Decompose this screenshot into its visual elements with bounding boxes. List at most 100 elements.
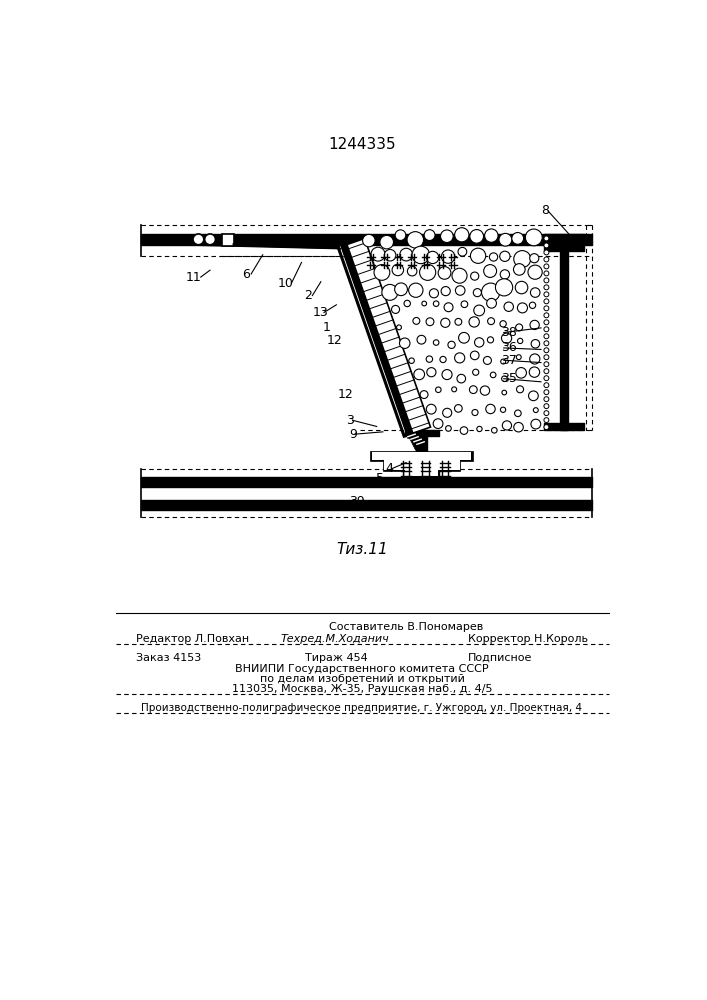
Circle shape: [517, 386, 524, 393]
Circle shape: [474, 338, 484, 347]
Polygon shape: [408, 432, 423, 450]
Circle shape: [530, 254, 539, 263]
Circle shape: [544, 278, 549, 283]
Circle shape: [501, 359, 506, 364]
Circle shape: [470, 351, 479, 360]
Circle shape: [487, 337, 493, 343]
Circle shape: [515, 410, 521, 417]
Text: 2: 2: [304, 289, 312, 302]
Text: Τиз.11: Τиз.11: [336, 542, 388, 557]
Circle shape: [440, 318, 450, 327]
Circle shape: [544, 292, 549, 297]
Text: 5: 5: [376, 472, 384, 485]
Circle shape: [500, 270, 510, 279]
Circle shape: [422, 301, 426, 306]
Circle shape: [409, 358, 414, 363]
Circle shape: [380, 235, 394, 249]
Text: 9: 9: [349, 428, 357, 441]
Circle shape: [455, 318, 462, 325]
Circle shape: [544, 327, 549, 332]
Circle shape: [484, 229, 498, 242]
Text: Тираж 454: Тираж 454: [305, 653, 368, 663]
Circle shape: [544, 348, 549, 353]
Circle shape: [533, 408, 538, 413]
Circle shape: [516, 355, 521, 360]
Circle shape: [544, 390, 549, 395]
Circle shape: [544, 299, 549, 304]
Text: Подписное: Подписное: [468, 653, 532, 663]
Circle shape: [395, 230, 406, 240]
Circle shape: [501, 333, 512, 343]
Circle shape: [399, 338, 410, 348]
Circle shape: [471, 272, 479, 280]
Circle shape: [544, 271, 549, 276]
Circle shape: [530, 302, 536, 308]
Text: 6: 6: [243, 267, 250, 280]
Circle shape: [514, 251, 531, 267]
Text: 1244335: 1244335: [328, 137, 396, 152]
Circle shape: [363, 234, 375, 247]
Circle shape: [404, 300, 411, 307]
Circle shape: [472, 369, 479, 375]
Circle shape: [400, 248, 413, 261]
Circle shape: [484, 265, 496, 277]
Circle shape: [392, 305, 399, 313]
Polygon shape: [372, 452, 472, 476]
Circle shape: [544, 250, 549, 255]
Circle shape: [385, 249, 396, 261]
Text: 10: 10: [278, 277, 294, 290]
Circle shape: [407, 266, 417, 276]
Circle shape: [544, 334, 549, 339]
Circle shape: [499, 233, 512, 246]
Circle shape: [420, 391, 428, 398]
Circle shape: [489, 253, 498, 261]
Circle shape: [469, 317, 479, 327]
Circle shape: [530, 320, 539, 330]
Circle shape: [544, 236, 549, 241]
Circle shape: [491, 427, 497, 433]
Circle shape: [427, 368, 436, 377]
Circle shape: [433, 419, 443, 429]
Circle shape: [438, 267, 451, 279]
Circle shape: [441, 250, 455, 263]
Circle shape: [544, 341, 549, 346]
Polygon shape: [344, 238, 431, 434]
Circle shape: [417, 335, 426, 344]
Text: 1: 1: [323, 321, 331, 334]
Circle shape: [481, 283, 500, 301]
Text: 38: 38: [501, 326, 517, 339]
Circle shape: [455, 228, 469, 242]
Circle shape: [397, 325, 402, 330]
Circle shape: [395, 283, 407, 296]
Circle shape: [426, 356, 433, 362]
Text: 37: 37: [501, 354, 517, 367]
Circle shape: [531, 419, 541, 429]
Text: 11: 11: [186, 271, 201, 284]
Text: 3: 3: [346, 414, 354, 427]
Text: Редактор Л.Повхан: Редактор Л.Повхан: [136, 634, 250, 644]
Circle shape: [470, 230, 484, 243]
Circle shape: [477, 426, 482, 432]
Polygon shape: [370, 451, 473, 477]
Circle shape: [488, 318, 494, 325]
Circle shape: [392, 264, 404, 276]
Circle shape: [419, 264, 436, 280]
Circle shape: [459, 332, 469, 343]
Circle shape: [544, 257, 549, 262]
Circle shape: [460, 427, 468, 434]
Circle shape: [544, 306, 549, 311]
Circle shape: [544, 355, 549, 360]
Circle shape: [504, 302, 513, 311]
Circle shape: [426, 404, 436, 414]
Circle shape: [516, 368, 527, 378]
Circle shape: [382, 284, 398, 300]
Circle shape: [544, 369, 549, 374]
Circle shape: [452, 387, 457, 392]
Text: 12: 12: [338, 388, 354, 401]
Text: Заказ 4153: Заказ 4153: [136, 653, 201, 663]
Circle shape: [491, 372, 496, 378]
Circle shape: [413, 317, 420, 324]
Circle shape: [371, 247, 385, 261]
Circle shape: [512, 233, 524, 244]
Text: по делам изобретений и открытий: по делам изобретений и открытий: [259, 674, 464, 684]
